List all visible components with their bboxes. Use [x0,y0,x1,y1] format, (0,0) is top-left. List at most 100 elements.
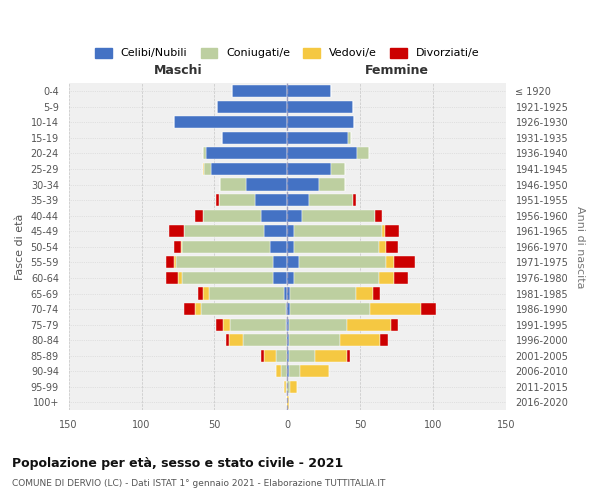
Bar [421,303,436,315]
Legend: Celibi/Nubili, Coniugati/e, Vedovi/e, Divorziati/e: Celibi/Nubili, Coniugati/e, Vedovi/e, Di… [91,43,484,63]
Bar [173,240,181,253]
Bar [287,178,319,190]
Bar [286,381,287,393]
Bar [347,318,391,330]
Bar [206,148,287,160]
Bar [302,210,374,222]
Bar [176,256,272,268]
Bar [261,210,287,222]
Bar [287,318,289,330]
Bar [169,225,184,237]
Bar [301,366,329,378]
Bar [173,116,287,128]
Bar [356,288,373,300]
Bar [287,116,354,128]
Bar [394,256,415,268]
Bar [182,240,270,253]
Bar [386,240,398,253]
Bar [287,366,289,378]
Bar [287,272,295,284]
Bar [220,178,247,190]
Bar [221,132,287,144]
Bar [178,272,182,284]
Bar [379,272,394,284]
Bar [226,334,229,346]
Bar [166,272,178,284]
Bar [229,334,244,346]
Bar [394,272,408,284]
Bar [299,256,386,268]
Bar [204,163,211,175]
Bar [287,256,299,268]
Bar [287,85,331,97]
Y-axis label: Fasce di età: Fasce di età [15,214,25,280]
Bar [347,350,350,362]
Bar [184,303,196,315]
Bar [340,334,380,346]
Bar [272,272,287,284]
Bar [287,288,290,300]
Bar [196,303,201,315]
Bar [209,288,284,300]
Bar [219,194,255,206]
Bar [309,194,353,206]
Bar [284,381,286,393]
Bar [287,100,353,113]
Bar [281,366,287,378]
Bar [199,288,203,300]
Bar [203,288,209,300]
Bar [203,148,206,160]
Bar [286,318,287,330]
Bar [173,256,176,268]
Bar [374,210,382,222]
Bar [290,288,356,300]
Bar [287,396,289,408]
Bar [391,318,398,330]
Text: COMUNE DI DERVIO (LC) - Dati ISTAT 1° gennaio 2021 - Elaborazione TUTTITALIA.IT: COMUNE DI DERVIO (LC) - Dati ISTAT 1° ge… [12,479,385,488]
Bar [196,210,203,222]
Bar [270,240,287,253]
Bar [331,163,346,175]
Bar [284,288,287,300]
Bar [295,240,379,253]
Bar [290,381,298,393]
Text: Femmine: Femmine [364,64,428,77]
Text: Popolazione per età, sesso e stato civile - 2021: Popolazione per età, sesso e stato civil… [12,458,343,470]
Bar [244,334,287,346]
Bar [216,194,219,206]
Bar [287,148,357,160]
Bar [287,225,295,237]
Bar [386,256,394,268]
Bar [247,178,287,190]
Bar [289,334,340,346]
Bar [287,303,290,315]
Bar [357,148,369,160]
Bar [290,303,370,315]
Y-axis label: Anni di nascita: Anni di nascita [575,206,585,288]
Bar [181,240,182,253]
Bar [380,334,388,346]
Bar [287,163,331,175]
Bar [230,318,286,330]
Bar [382,225,385,237]
Bar [289,366,301,378]
Bar [217,100,287,113]
Bar [261,350,264,362]
Bar [287,240,295,253]
Bar [264,225,287,237]
Bar [289,318,347,330]
Bar [287,381,290,393]
Bar [287,334,289,346]
Bar [182,272,272,284]
Bar [295,272,379,284]
Bar [319,178,346,190]
Bar [370,303,421,315]
Bar [275,366,281,378]
Bar [385,225,400,237]
Bar [166,256,173,268]
Bar [295,225,382,237]
Bar [315,350,347,362]
Bar [211,163,287,175]
Bar [255,194,287,206]
Bar [287,350,289,362]
